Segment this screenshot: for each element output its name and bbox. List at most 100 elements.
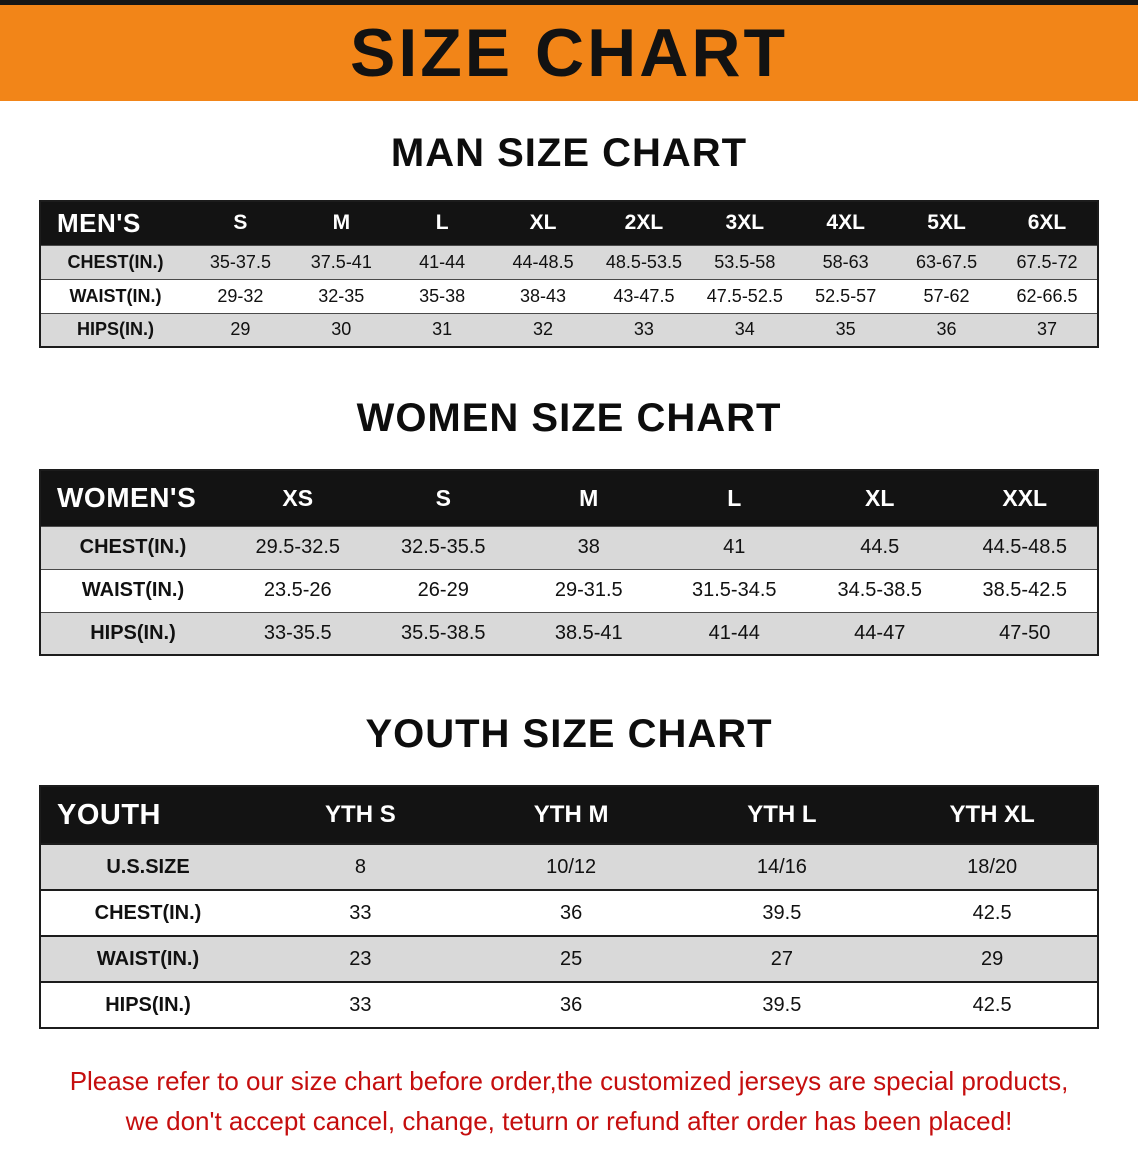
row-label: WAIST(IN.) — [96, 947, 200, 970]
column-header: XL — [807, 470, 953, 526]
row-label: HIPS(IN.) — [76, 319, 154, 340]
table-row: WAIST(IN.) 29-32 32-35 35-38 38-43 43-47.5 47.… — [40, 279, 1098, 313]
note-line-2: we don't accept cancel, change, teturn o… — [125, 1106, 1013, 1137]
column-header: YTH M — [465, 786, 677, 844]
youth-section-heading: YOUTH SIZE CHART — [365, 712, 773, 756]
size-cell: 29.5-32.5 — [255, 536, 340, 558]
row-label: WAIST(IN.) — [69, 285, 162, 306]
size-cell: 14/16 — [756, 855, 807, 878]
row-label: CHEST(IN.) — [79, 536, 187, 558]
column-header: M — [516, 470, 662, 526]
table-row: CHEST(IN.) 35-37.5 37.5-41 41-44 44-48.5 48.5… — [40, 245, 1098, 279]
table-header-row: WOMEN'S XS S M L XL XXL — [40, 470, 1098, 526]
size-cell: 33-35.5 — [263, 621, 332, 644]
size-cell: 10/12 — [546, 855, 597, 878]
size-cell: 52.5-57 — [815, 285, 877, 306]
size-cell: 44.5 — [860, 536, 900, 558]
size-cell: 47.5-52.5 — [706, 285, 783, 306]
column-header: XL — [492, 201, 594, 245]
row-label: WAIST(IN.) — [81, 579, 185, 601]
women-section-heading: WOMEN SIZE CHART — [356, 396, 782, 440]
size-cell: 33 — [349, 993, 372, 1016]
size-cell: 41-44 — [708, 621, 760, 644]
note-line-1: Please refer to our size chart before or… — [69, 1066, 1069, 1096]
women-size-table: WOMEN'S XS S M L XL XXL CHEST(IN.) 29.5-32.5 32.5… — [39, 469, 1099, 656]
size-cell: 34.5-38.5 — [837, 579, 922, 601]
page-title: SIZE CHART — [350, 15, 788, 91]
size-cell: 33 — [349, 901, 372, 924]
men-section-heading: MAN SIZE CHART — [390, 131, 748, 175]
size-cell: 35-37.5 — [209, 251, 271, 272]
column-header: YTH XL — [887, 786, 1098, 844]
youth-size-section: YOUTH SIZE CHART YOUTH YTH S YTH M YTH L YTH… — [0, 712, 1138, 1029]
size-cell: 31 — [432, 319, 453, 340]
table-row: HIPS(IN.) 33-35.5 35.5-38.5 38.5-41 41-44 44-… — [40, 612, 1098, 655]
size-cell: 41-44 — [419, 251, 466, 272]
size-cell: 62-66.5 — [1016, 285, 1078, 306]
size-cell: 47-50 — [999, 621, 1051, 644]
column-header: S — [190, 201, 291, 245]
table-title-cell: MEN'S — [40, 201, 190, 245]
size-cell: 32-35 — [318, 285, 365, 306]
size-cell: 27 — [770, 947, 793, 970]
size-cell: 26-29 — [417, 579, 469, 601]
column-header: YTH L — [676, 786, 888, 844]
table-row: HIPS(IN.) 33 36 39.5 42.5 — [40, 982, 1098, 1028]
size-cell: 39.5 — [762, 993, 802, 1016]
size-cell: 38.5-42.5 — [982, 579, 1067, 601]
size-cell: 23 — [349, 947, 372, 970]
size-cell: 29-31.5 — [554, 579, 623, 601]
column-header: 2XL — [593, 201, 695, 245]
size-cell: 42.5 — [972, 901, 1012, 924]
men-size-section: MAN SIZE CHART MEN'S S M L XL 2XL 3XL 4XL 5XL 6XL… — [0, 131, 1138, 348]
size-cell: 44-47 — [854, 621, 906, 644]
column-header: XS — [225, 470, 371, 526]
size-cell: 38 — [577, 536, 600, 558]
column-header: 4XL — [795, 201, 897, 245]
size-cell: 44.5-48.5 — [982, 536, 1067, 558]
row-label: CHEST(IN.) — [94, 901, 202, 924]
size-cell: 36 — [560, 901, 583, 924]
size-cell: 35-38 — [419, 285, 466, 306]
table-title-cell: WOMEN'S — [40, 470, 225, 526]
size-cell: 53.5-58 — [714, 251, 776, 272]
size-cell: 41 — [723, 536, 746, 558]
column-header: M — [290, 201, 392, 245]
women-size-section: WOMEN SIZE CHART WOMEN'S XS S M L XL XXL CHEST(… — [0, 396, 1138, 656]
table-row: WAIST(IN.) 23.5-26 26-29 29-31.5 31.5-34.5 34… — [40, 569, 1098, 612]
size-cell: 39.5 — [762, 901, 802, 924]
column-header: L — [661, 470, 807, 526]
column-header: 3XL — [694, 201, 796, 245]
table-row: HIPS(IN.) 29 30 31 32 33 34 35 36 37 — [40, 313, 1098, 347]
row-label: HIPS(IN.) — [105, 993, 191, 1016]
size-cell: 58-63 — [822, 251, 869, 272]
column-header: 5XL — [896, 201, 997, 245]
size-cell: 48.5-53.5 — [605, 251, 682, 272]
size-cell: 23.5-26 — [263, 579, 332, 601]
size-cell: 32 — [533, 319, 554, 340]
column-header: 6XL — [997, 201, 1098, 245]
size-cell: 29 — [230, 319, 251, 340]
size-cell: 57-62 — [923, 285, 970, 306]
size-cell: 29 — [981, 947, 1004, 970]
size-cell: 33 — [633, 319, 654, 340]
size-cell: 32.5-35.5 — [400, 536, 486, 558]
table-header-row: MEN'S S M L XL 2XL 3XL 4XL 5XL 6XL — [40, 201, 1098, 245]
size-cell: 36 — [936, 319, 957, 340]
table-title-cell: YOUTH — [40, 786, 255, 844]
size-cell: 25 — [560, 947, 583, 970]
size-cell: 18/20 — [967, 855, 1018, 878]
size-cell: 8 — [354, 855, 366, 878]
size-cell: 37.5-41 — [310, 251, 372, 272]
size-cell: 38.5-41 — [554, 621, 623, 644]
row-label: HIPS(IN.) — [90, 621, 176, 644]
table-row: U.S.SIZE 8 10/12 14/16 18/20 — [40, 844, 1098, 890]
footer-note: Please refer to our size chart before or… — [10, 1061, 1128, 1142]
men-size-table: MEN'S S M L XL 2XL 3XL 4XL 5XL 6XL CHEST(IN.) 35-37… — [39, 200, 1099, 348]
size-cell: 43-47.5 — [613, 285, 675, 306]
size-cell: 35.5-38.5 — [400, 621, 486, 644]
column-header: XXL — [952, 470, 1098, 526]
size-cell: 42.5 — [972, 993, 1012, 1016]
table-header-row: YOUTH YTH S YTH M YTH L YTH XL — [40, 786, 1098, 844]
size-cell: 44-48.5 — [512, 251, 574, 272]
